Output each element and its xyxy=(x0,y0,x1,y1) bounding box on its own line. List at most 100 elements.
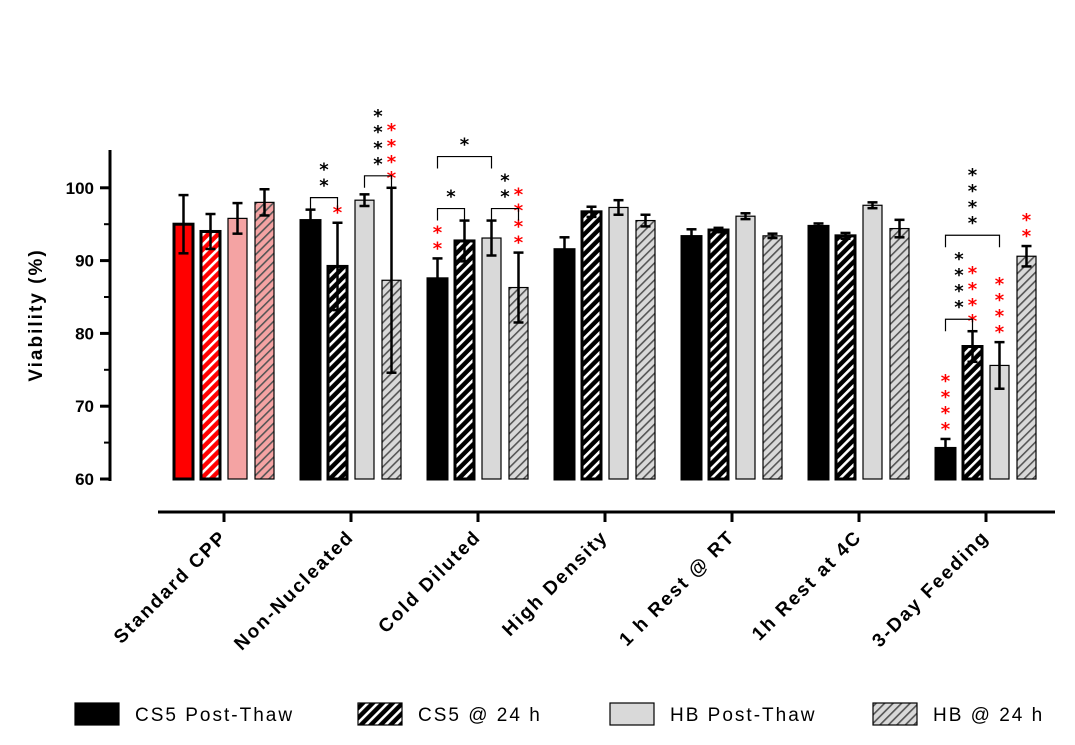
significance-star: * xyxy=(954,249,964,270)
x-tick-label: 1 h Rest @ RT xyxy=(616,527,740,651)
bar xyxy=(1016,255,1037,480)
legend-item: HB Post-Thaw xyxy=(609,702,816,726)
significance-bracket xyxy=(309,197,339,210)
legend-swatch xyxy=(357,702,403,726)
significance-star: * xyxy=(1022,210,1032,231)
significance-star: * xyxy=(941,403,951,424)
bar xyxy=(707,228,730,481)
significance-star: * xyxy=(373,122,383,143)
significance-star: * xyxy=(446,187,456,208)
significance-star: * xyxy=(941,371,951,392)
y-axis: 60 70 80 90 100 xyxy=(66,150,112,489)
significance-star: * xyxy=(433,238,443,259)
significance-star: * xyxy=(1022,226,1032,247)
bar xyxy=(580,210,603,481)
significance-bracket xyxy=(436,155,493,169)
bar xyxy=(680,235,703,481)
legend-item: HB @ 24 h xyxy=(872,702,1044,726)
significance-star: * xyxy=(319,176,329,197)
bar xyxy=(481,237,502,480)
legend-swatch xyxy=(609,702,655,726)
x-tick-label: Non-Nucleated xyxy=(230,527,358,655)
y-tick-label: 60 xyxy=(75,470,94,489)
x-tick-label: Standard CPP xyxy=(110,527,231,648)
significance-star: * xyxy=(995,274,1005,295)
bar xyxy=(426,277,449,481)
significance-star: * xyxy=(968,295,978,316)
significance-star: * xyxy=(954,281,964,302)
significance-bracket xyxy=(436,207,466,221)
significance-star: * xyxy=(941,387,951,408)
bar xyxy=(961,345,984,481)
x-tick-label: Cold Diluted xyxy=(375,527,486,638)
bar xyxy=(608,206,629,480)
legend-item: CS5 Post-Thaw xyxy=(74,702,294,726)
significance-star: * xyxy=(387,152,397,173)
significance-star: * xyxy=(373,138,383,159)
significance-bracket xyxy=(363,175,393,188)
legend-swatch xyxy=(74,702,120,726)
significance-star: * xyxy=(460,135,470,156)
significance-star: * xyxy=(968,263,978,284)
significance-star: * xyxy=(941,419,951,440)
significance-star: * xyxy=(995,306,1005,327)
bar xyxy=(172,222,195,481)
bar xyxy=(862,204,883,480)
significance-star: * xyxy=(373,154,383,175)
bar xyxy=(299,219,322,481)
y-tick-label: 100 xyxy=(66,179,94,198)
significance-star: * xyxy=(968,213,978,234)
significance-bracket xyxy=(944,318,974,332)
bar xyxy=(254,201,275,480)
significance-annotations: ****************************************… xyxy=(309,106,1032,440)
significance-star: * xyxy=(514,233,524,254)
significance-bracket xyxy=(490,207,520,221)
bars xyxy=(172,186,1037,481)
significance-star: * xyxy=(500,171,510,192)
significance-star: * xyxy=(995,322,1005,343)
bar xyxy=(553,248,576,481)
significance-bracket xyxy=(944,234,1001,248)
y-tick-label: 90 xyxy=(75,252,94,271)
bar xyxy=(354,199,375,480)
significance-star: * xyxy=(514,185,524,206)
legend-swatch xyxy=(872,702,918,726)
bar xyxy=(807,224,830,481)
bar xyxy=(834,234,857,481)
significance-star: * xyxy=(387,136,397,157)
significance-star: * xyxy=(954,265,964,286)
significance-star: * xyxy=(433,222,443,243)
legend-item: CS5 @ 24 h xyxy=(357,702,542,726)
bar xyxy=(199,229,222,481)
bar xyxy=(227,217,248,480)
x-tick-label: 1h Rest at 4C xyxy=(748,527,866,645)
y-tick-label: 80 xyxy=(75,324,94,343)
significance-star: * xyxy=(319,160,329,181)
significance-star: * xyxy=(333,203,343,224)
x-tick-label: 3-Day Feeding xyxy=(868,527,993,652)
significance-star: * xyxy=(514,217,524,238)
significance-star: * xyxy=(500,187,510,208)
bar xyxy=(453,239,476,481)
bar xyxy=(635,219,656,480)
legend-label: HB @ 24 h xyxy=(933,705,1044,726)
significance-star: * xyxy=(968,165,978,186)
significance-star: * xyxy=(954,297,964,318)
bar xyxy=(889,227,910,480)
legend-label: HB Post-Thaw xyxy=(670,705,816,726)
y-tick-label: 70 xyxy=(75,397,94,416)
significance-star: * xyxy=(995,290,1005,311)
significance-star: * xyxy=(968,197,978,218)
bar xyxy=(762,235,783,480)
significance-star: * xyxy=(373,106,383,127)
legend-label: CS5 @ 24 h xyxy=(418,705,542,726)
significance-star: * xyxy=(968,181,978,202)
y-axis-title: Viability (%) xyxy=(26,248,47,381)
legend-label: CS5 Post-Thaw xyxy=(135,705,294,726)
legend: CS5 Post-Thaw CS5 @ 24 h HB Post-Thaw HB @ … xyxy=(74,702,1044,726)
x-tick-label: High Density xyxy=(499,527,613,641)
significance-star: * xyxy=(968,279,978,300)
significance-star: * xyxy=(387,120,397,141)
